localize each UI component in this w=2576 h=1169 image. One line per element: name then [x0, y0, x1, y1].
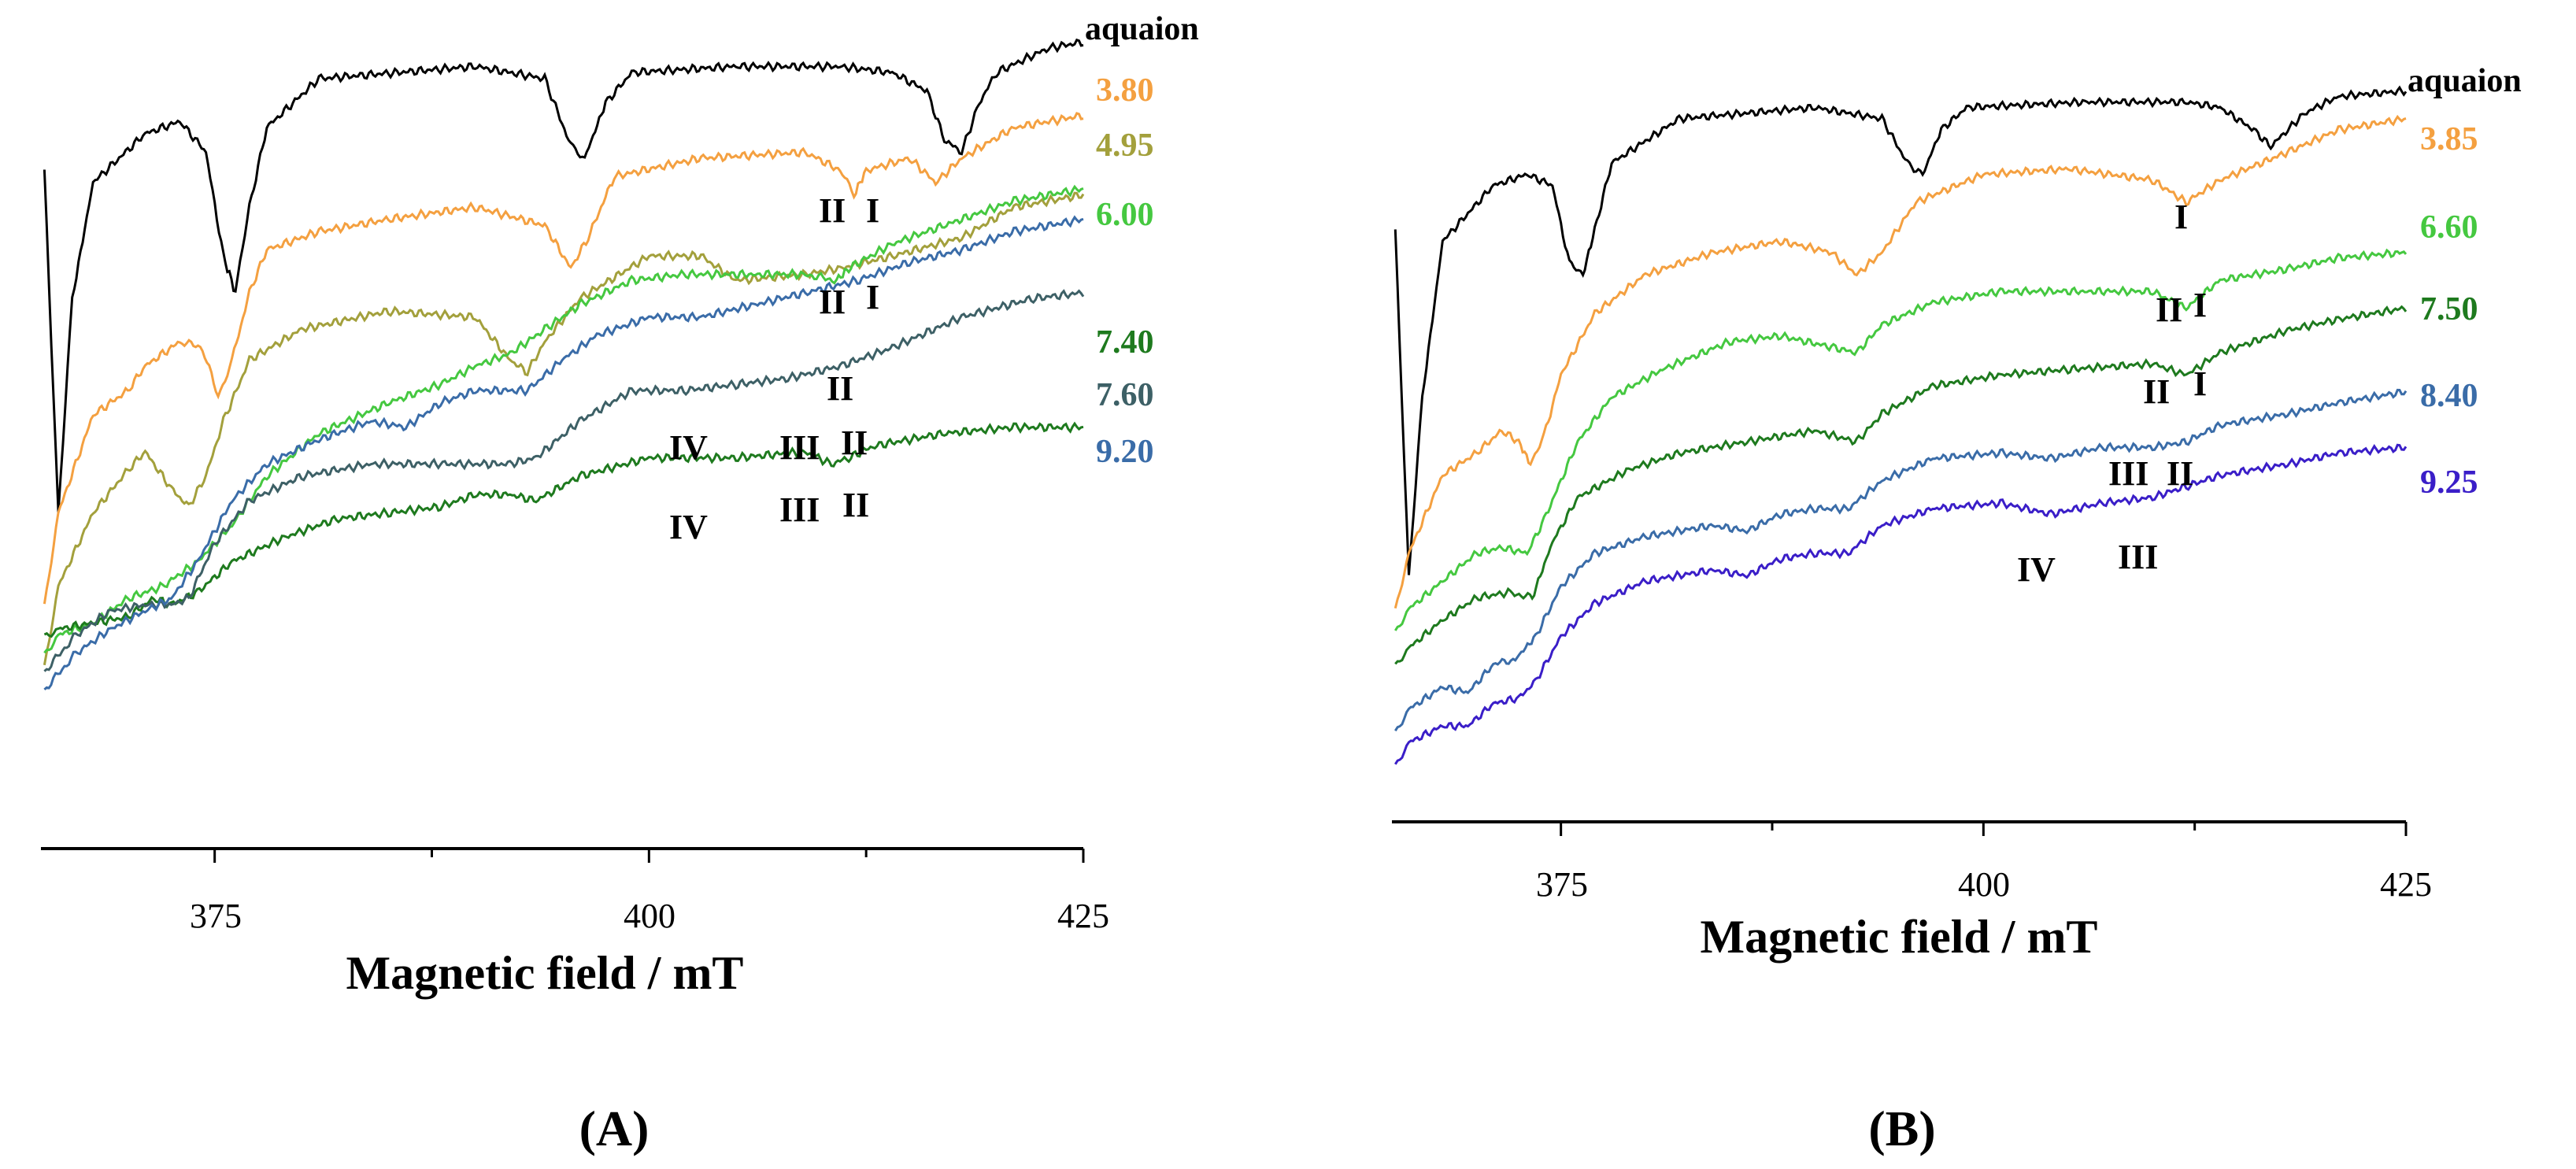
panel-b: 375 400 425 Magnetic field / mT aquaion …	[1392, 63, 2522, 1156]
panel-a-annotation: III	[779, 428, 820, 467]
panel-a-series-3-80	[43, 112, 1084, 605]
panel-b-x-axis-title: Magnetic field / mT	[1701, 911, 2098, 963]
panel-a-annotation: I	[866, 278, 879, 316]
panel-a-series-group	[43, 38, 1085, 691]
panel-a-annotation: IV	[669, 508, 708, 546]
panel-b-annotation: II	[2156, 290, 2182, 329]
panel-a-series-aquaion	[43, 38, 1084, 512]
panel-b-label-3-85: 3.85	[2420, 121, 2478, 157]
panel-b-series-7-50	[1394, 305, 2408, 665]
panel-b-series-8-40	[1394, 388, 2408, 732]
panel-a: 375 400 425 Magnetic field / mT aquaion …	[41, 11, 1199, 1156]
panel-b-tick-label-425: 425	[2380, 865, 2432, 904]
panel-b-series-aquaion	[1393, 85, 2408, 575]
panel-b-label-9-25: 9.25	[2420, 464, 2478, 501]
panel-b-tick-label-375: 375	[1536, 865, 1588, 904]
panel-a-series-4-95	[43, 191, 1085, 666]
panel-b-label-8-40: 8.40	[2420, 378, 2478, 414]
panel-a-series-7-40	[43, 421, 1084, 638]
panel-a-label-4-95: 4.95	[1096, 128, 1154, 164]
panel-b-label-aquaion: aquaion	[2408, 63, 2522, 99]
panel-a-annotation: I	[866, 191, 879, 230]
panel-b-label: (B)	[1868, 1101, 1935, 1156]
panel-a-annotation: II	[819, 191, 846, 230]
panel-b-annotation: III	[2118, 538, 2158, 576]
panel-a-label-6-00: 6.00	[1096, 197, 1154, 233]
panel-b-series-3-85	[1393, 114, 2407, 609]
panel-b-label-7-50: 7.50	[2420, 291, 2478, 327]
panel-a-label: (A)	[579, 1101, 650, 1156]
panel-a-series-9-20	[43, 215, 1084, 691]
panel-a-label-7-40: 7.40	[1096, 324, 1154, 361]
panel-b-annotation: IV	[2017, 550, 2056, 589]
panel-b-annotation: I	[2193, 364, 2207, 403]
panel-b-series-group	[1393, 85, 2408, 765]
panel-a-x-axis-title: Magnetic field / mT	[346, 947, 744, 999]
panel-b-series-9-25	[1394, 443, 2408, 765]
panel-a-annotation: II	[841, 424, 868, 462]
panel-a-label-7-60: 7.60	[1096, 377, 1154, 413]
panel-a-annotation: II	[842, 486, 869, 524]
panel-b-annotation: II	[2143, 372, 2170, 411]
panel-b-annotation: I	[2193, 286, 2207, 324]
panel-b-annotation: III	[2108, 454, 2149, 493]
panel-a-tick-label-400: 400	[624, 897, 675, 935]
panel-a-annotation: IV	[669, 428, 708, 467]
panel-a-tick-label-425: 425	[1057, 897, 1109, 935]
panel-a-label-3-80: 3.80	[1096, 72, 1154, 109]
panel-b-ticks	[1560, 822, 2408, 836]
panel-b-tick-label-400: 400	[1958, 865, 2010, 904]
panel-a-label-aquaion: aquaion	[1085, 11, 1199, 47]
panel-b-annotation: II	[2167, 454, 2193, 493]
panel-a-annotation: II	[819, 283, 846, 321]
panel-a-annotation: II	[827, 369, 853, 408]
panel-a-label-9-20: 9.20	[1096, 434, 1154, 470]
panel-a-annotation: III	[779, 490, 820, 529]
panel-b-annotation: I	[2174, 198, 2188, 236]
panel-a-tick-label-375: 375	[190, 897, 242, 935]
panel-a-series-7-60	[43, 289, 1085, 672]
panel-b-series-6-60	[1394, 248, 2408, 631]
panel-b-label-6-60: 6.60	[2420, 209, 2478, 246]
panel-a-ticks	[213, 849, 1085, 863]
